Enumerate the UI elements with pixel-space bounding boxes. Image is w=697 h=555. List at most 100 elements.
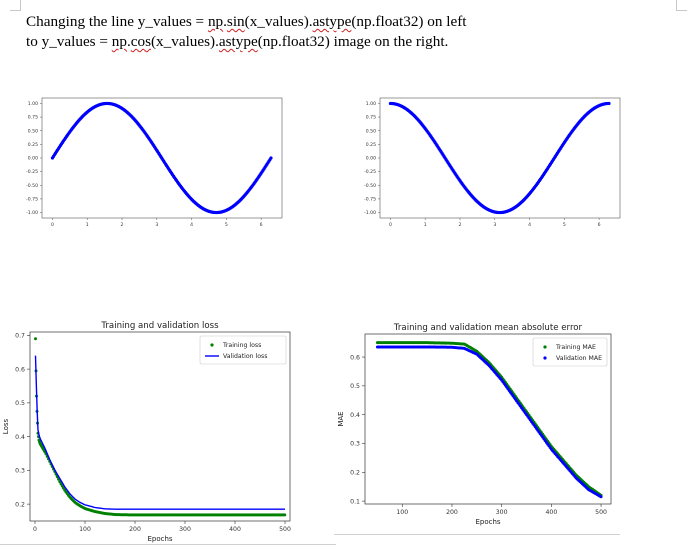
text-run: . (126, 33, 131, 50)
x-axis-label: Epochs (147, 535, 172, 543)
y-tick-label: 0.4 (15, 434, 25, 441)
y-tick-label: 0.75 (366, 115, 376, 121)
x-tick-label: 3 (155, 222, 158, 228)
text-run: Changing the line y_values = (26, 13, 208, 30)
sin-chart: 1.00 0.75 0.50 0.25 0.00 -0.25 -0.50 -0.75 -1.00… (26, 97, 283, 228)
y-tick-label: 0.2 (350, 470, 360, 477)
x-tick-label: 1 (424, 222, 427, 228)
x-tick-label: 6 (260, 222, 263, 228)
text-run: (np.float32) on left (351, 13, 467, 30)
spellcheck-word[interactable]: np (111, 33, 127, 50)
y-tick-label: 0.7 (15, 333, 25, 340)
y-tick-label: 0.50 (366, 128, 376, 134)
x-tick-label: 2 (459, 222, 462, 228)
x-tick-label: 1 (86, 222, 89, 228)
sin-chart-image: 1.00 0.75 0.50 0.25 0.00 -0.25 -0.50 -0.75 -1.00… (6, 90, 286, 238)
y-tick-label: -1.00 (26, 210, 38, 216)
spellcheck-word[interactable]: astype (218, 33, 258, 50)
loss-chart-image: Training and validation loss Epochs Loss 0.… (0, 312, 300, 544)
y-tick-label: -0.75 (26, 197, 38, 203)
legend-label: Training MAE (555, 344, 596, 351)
series-point (283, 513, 287, 517)
x-tick-label: 5 (225, 222, 228, 228)
x-axis-label: Epochs (475, 518, 500, 526)
x-tick-label: 200 (446, 509, 458, 516)
document-paragraph: Changing the line y_values = np.sin(x_va… (26, 12, 666, 52)
x-tick-label: 300 (179, 526, 191, 533)
y-tick-label: -0.25 (26, 169, 38, 175)
legend-box (532, 337, 608, 367)
y-tick-label: 0.75 (28, 115, 38, 121)
text-run: (x_values). (151, 33, 219, 50)
x-tick-label: 4 (190, 222, 193, 228)
y-axis-label: Loss (2, 418, 10, 434)
y-tick-label: 0.25 (28, 142, 38, 148)
x-tick-label: 0 (51, 222, 54, 228)
image-frame-line (334, 534, 620, 535)
page-corner-mark-right (676, 0, 687, 11)
series-point (34, 337, 37, 341)
mae-chart-image: Training and validation mean absolute er… (334, 314, 620, 532)
x-tick-label: 3 (493, 222, 496, 228)
text-run: (x_values). (244, 13, 313, 30)
loss-chart: Training and validation loss Epochs Loss 0.… (2, 321, 291, 543)
spellcheck-word[interactable]: sin (226, 13, 245, 30)
spellcheck-word[interactable]: cos (130, 33, 151, 50)
data-point (269, 156, 273, 160)
legend-marker (210, 343, 214, 347)
x-tick-label: 500 (595, 509, 607, 516)
x-tick-label: 0 (33, 526, 37, 533)
paragraph-line-1: Changing the line y_values = np.sin(x_va… (26, 12, 666, 32)
y-tick-label: 1.00 (366, 101, 376, 107)
y-tick-label: 0.25 (366, 142, 376, 148)
y-tick-label: 0.6 (350, 354, 360, 361)
x-tick-label: 100 (396, 509, 408, 516)
y-tick-label: 0.00 (366, 156, 376, 162)
x-tick-label: 5 (563, 222, 566, 228)
x-tick-label: 6 (598, 222, 601, 228)
x-tick-label: 500 (279, 526, 291, 533)
x-tick-label: 400 (229, 526, 241, 533)
legend-marker (543, 356, 547, 360)
y-tick-label: 0.1 (350, 498, 360, 505)
spellcheck-word[interactable]: astype (312, 13, 352, 30)
chart-title: Training and validation loss (100, 321, 219, 331)
text-run: to y_values = (26, 33, 112, 50)
legend-label: Validation MAE (556, 355, 602, 362)
y-tick-label: -0.50 (364, 183, 376, 189)
x-tick-label: 400 (545, 509, 557, 516)
x-tick-label: 0 (389, 222, 392, 228)
x-tick-label: 200 (129, 526, 141, 533)
y-tick-label: -0.25 (364, 169, 376, 175)
y-tick-label: 0.2 (15, 501, 25, 508)
mae-chart: Training and validation mean absolute er… (337, 323, 612, 526)
y-tick-label: 0.50 (28, 128, 38, 134)
y-tick-label: 0.6 (15, 366, 25, 373)
cos-chart-image: 1.00 0.75 0.50 0.25 0.00 -0.25 -0.50 -0.75 -1.00… (340, 90, 624, 238)
y-tick-label: 0.00 (28, 156, 38, 162)
y-tick-label: 0.3 (350, 441, 360, 448)
y-tick-label: 0.3 (15, 468, 25, 475)
legend-marker (543, 345, 547, 349)
text-run: . (223, 13, 227, 30)
x-tick-label: 300 (496, 509, 508, 516)
cos-chart: 1.00 0.75 0.50 0.25 0.00 -0.25 -0.50 -0.75 -1.00… (364, 97, 621, 228)
y-tick-label: 1.00 (28, 101, 38, 107)
plot-frame (364, 333, 612, 505)
series-point (599, 495, 603, 499)
x-tick-label: 4 (528, 222, 531, 228)
x-tick-label: 2 (121, 222, 124, 228)
legend-box (199, 335, 287, 365)
x-tick-label: 100 (79, 526, 91, 533)
y-tick-label: -0.75 (364, 197, 376, 203)
y-tick-label: -0.50 (26, 183, 38, 189)
y-axis-label: MAE (337, 411, 345, 426)
y-tick-label: -1.00 (364, 210, 376, 216)
page-corner-mark-left (10, 0, 21, 11)
spellcheck-word[interactable]: np (207, 13, 224, 30)
legend-label: Validation loss (223, 353, 267, 360)
y-tick-label: 0.5 (350, 383, 360, 390)
y-tick-label: 0.5 (15, 400, 25, 407)
image-frame-line (0, 544, 336, 545)
text-run: (np.float32) image on the right. (257, 33, 449, 50)
